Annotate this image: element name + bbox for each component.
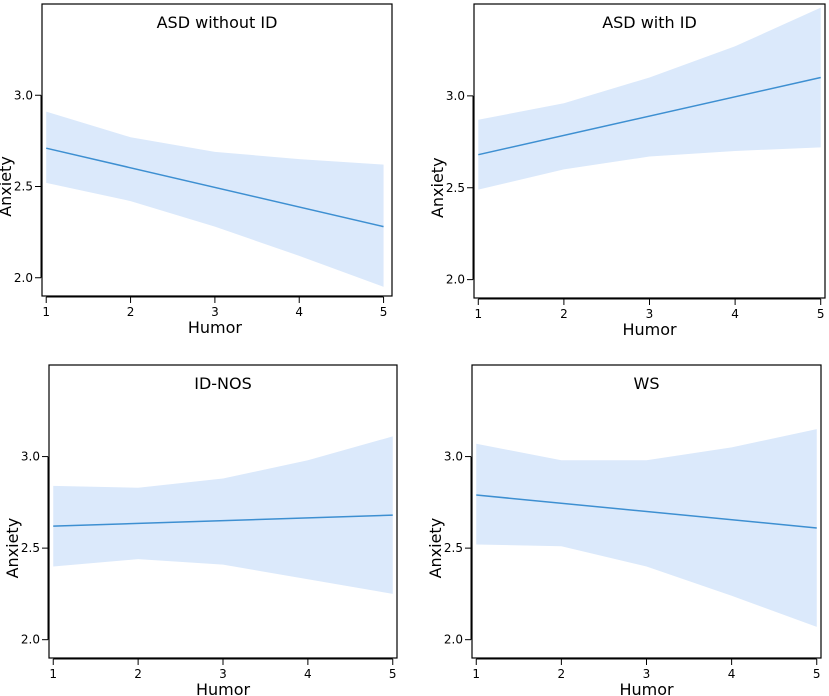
y-tick-label: 3.0	[446, 89, 465, 103]
x-tick-label: 5	[389, 667, 397, 681]
x-axis-title: Humor	[196, 680, 251, 696]
x-tick-label: 1	[42, 305, 50, 319]
x-tick-label: 3	[211, 305, 219, 319]
panel-title: ASD without ID	[157, 13, 278, 32]
y-tick-label: 2.5	[444, 541, 463, 555]
y-tick-label: 2.0	[444, 633, 463, 647]
y-tick-label: 2.0	[21, 633, 40, 647]
x-tick-label: 2	[134, 667, 142, 681]
y-tick-label: 3.0	[444, 450, 463, 464]
x-tick-label: 3	[646, 307, 654, 321]
x-axis-title: Humor	[619, 680, 674, 696]
confidence-band	[46, 111, 384, 287]
x-tick-label: 5	[380, 305, 388, 319]
y-axis-title: Anxiety	[426, 518, 445, 579]
x-tick-label: 1	[474, 307, 482, 321]
y-tick-label: 2.0	[446, 273, 465, 287]
panel-title: WS	[634, 374, 660, 393]
confidence-band	[476, 429, 817, 627]
x-tick-label: 4	[728, 667, 736, 681]
x-tick-label: 3	[219, 667, 227, 681]
panel-id-nos: ID-NOS 1 2 3 4 5 Humor 2.0 2.5 3.0 Anxiety	[3, 364, 398, 696]
panel-title: ID-NOS	[194, 374, 252, 393]
x-tick-label: 2	[558, 667, 566, 681]
x-tick-label: 1	[49, 667, 57, 681]
plot-frame	[48, 364, 398, 659]
confidence-band	[478, 7, 821, 190]
x-tick-label: 2	[560, 307, 568, 321]
fit-line	[476, 494, 817, 529]
y-tick-label: 2.5	[446, 181, 465, 195]
confidence-band	[53, 436, 393, 594]
y-tick-label: 2.5	[21, 541, 40, 555]
plot-frame	[471, 364, 822, 659]
x-tick-label: 4	[731, 307, 739, 321]
x-tick-label: 1	[472, 667, 480, 681]
x-tick-label: 5	[813, 667, 821, 681]
x-tick-label: 4	[304, 667, 312, 681]
y-tick-label: 3.0	[21, 450, 40, 464]
y-tick-label: 2.5	[14, 180, 33, 194]
y-axis-title: Anxiety	[0, 156, 15, 217]
x-tick-label: 5	[817, 307, 825, 321]
fit-line	[478, 76, 821, 156]
y-tick-label: 3.0	[14, 88, 33, 102]
panel-asd-without-id: ASD without ID 1 2 3 4 5 Humor 2.0 2.5 3.0 Anxiety	[0, 3, 393, 337]
x-tick-label: 2	[127, 305, 135, 319]
plot-frame	[473, 3, 826, 299]
panel-asd-with-id: ASD with ID 1 2 3 4 5 Humor 2.0 2.5 3.0 Anxiety	[428, 3, 826, 339]
panel-title: ASD with ID	[602, 13, 697, 32]
x-tick-label: 3	[643, 667, 651, 681]
fit-line	[53, 514, 393, 527]
x-tick-label: 4	[295, 305, 303, 319]
y-tick-label: 2.0	[14, 271, 33, 285]
x-axis-title: Humor	[622, 320, 677, 339]
y-axis-title: Anxiety	[428, 157, 447, 218]
fit-line	[46, 147, 384, 228]
x-axis-title: Humor	[188, 318, 243, 337]
y-axis-title: Anxiety	[3, 518, 22, 579]
panel-ws: WS 1 2 3 4 5 Humor 2.0 2.5 3.0 Anxiety	[426, 364, 822, 696]
plot-frame	[41, 3, 393, 297]
